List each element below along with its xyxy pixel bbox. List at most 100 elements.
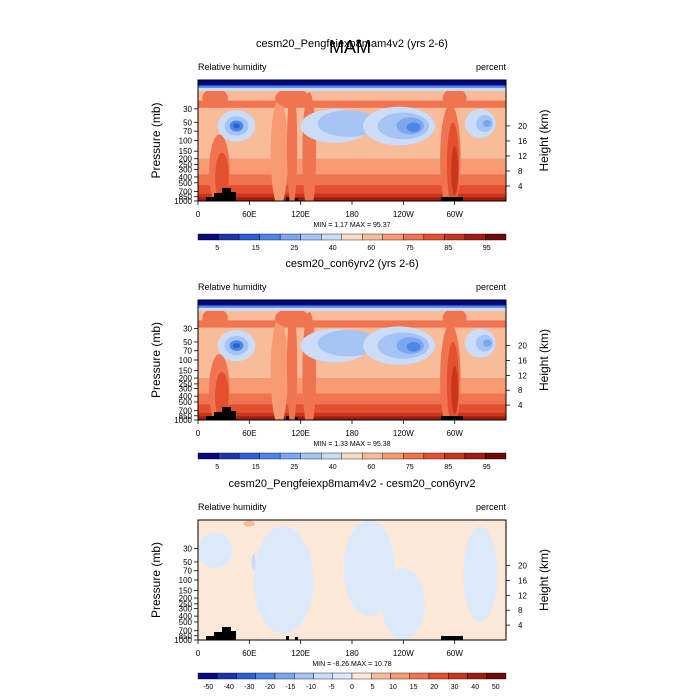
colorbar-label: -5 [328,684,334,691]
colorbar-swatch [279,452,301,460]
y-axis-title: Pressure (mb) [149,322,163,398]
y-tick-label: 500 [179,398,193,407]
colorbar-label: -10 [306,684,316,691]
y-tick-label: 50 [183,338,192,347]
topography [286,416,289,420]
y-tick-label: 150 [179,587,193,596]
field-label: Relative humidity [198,282,267,292]
y-tick-label: 50 [183,558,192,567]
x-tick-label: 180 [345,429,359,438]
y-tick-label: 500 [179,618,193,627]
y-tick-label: 700 [179,627,193,636]
colorbar-swatch [444,452,466,460]
stratosphere-band [198,302,506,306]
min-max-stats: MIN = -8.26 MAX = 10.78 [312,661,391,668]
colorbar-swatch [403,452,425,460]
colorbar-label: 60 [367,245,375,252]
colorbar-swatch [362,452,383,460]
y-right-tick-label: 4 [518,401,523,410]
figure-title: MAM [329,37,371,57]
x-tick-label: 60E [242,210,256,219]
y-tick-label: 500 [179,179,193,188]
upper-moist-band [198,100,506,108]
y-tick-label: 850 [179,193,193,202]
units-label: percent [476,502,507,512]
colorbar-label: 10 [389,684,397,691]
y-tick-label: 1000 [174,636,192,645]
y-right-tick-label: 8 [518,386,523,395]
colorbar-swatch [423,233,445,241]
colorbar-label: 5 [371,684,375,691]
field-label: Relative humidity [198,62,267,72]
colorbar-swatch [332,672,353,680]
x-tick-label: 120E [291,429,310,438]
topography [206,627,236,640]
colorbar-swatch [259,452,281,460]
panel-title: cesm20_Pengfeiexp8mam4v2 (yrs 2-6) [256,38,448,50]
colorbar-swatch [362,233,383,241]
y-tick-label: 700 [179,407,193,416]
colorbar-swatch [279,233,301,241]
y-axis-title: Pressure (mb) [149,542,163,618]
colorbar-swatch [300,233,322,241]
colorbar-label: 40 [329,245,337,252]
y-tick-label: 100 [179,356,193,365]
moist-layer [198,416,506,420]
y-tick-label: 1000 [174,416,192,425]
negative-anomaly [198,532,233,568]
moist-cell [275,88,310,108]
stratosphere-band [198,82,506,86]
colorbar-label: 0 [350,684,354,691]
topography [286,197,289,201]
colorbar-swatch [300,452,322,460]
y-tick-label: 300 [179,605,193,614]
colorbar-swatch [423,452,445,460]
y-tick-label: 250 [179,600,193,609]
topography [286,636,289,640]
y-tick-label: 300 [179,165,193,174]
chart-panel-2: cesm20_con6yrv2 (yrs 2-6) Relative humidi… [149,258,551,471]
moist-cell [451,146,459,195]
y-tick-label: 200 [179,594,193,603]
colorbar-swatch [321,452,342,460]
colorbar-label: 40 [471,684,479,691]
x-tick-label: 0 [196,210,201,219]
x-tick-label: 60E [242,649,256,658]
dry-cell [482,119,492,128]
field-contours [198,300,506,420]
colorbar-label: 15 [252,464,260,471]
colorbar-label: 30 [451,684,459,691]
colorbar-label: 50 [492,684,500,691]
x-tick-label: 120W [393,649,414,658]
y-tick-label: 1000 [174,197,192,206]
y-tick-label: 50 [183,118,192,127]
moist-cell [302,312,317,420]
x-tick-label: 60E [242,429,256,438]
colorbar-label: -20 [265,684,275,691]
y-tick-label: 150 [179,367,193,376]
topography [206,407,236,420]
colorbar-label: 15 [252,245,260,252]
colorbar-swatch [341,452,363,460]
y-right-tick-label: 8 [518,606,523,615]
stratosphere-band [198,80,506,84]
dry-cell [406,122,421,133]
topography [295,417,298,420]
colorbar-swatch [486,672,507,680]
x-tick-label: 0 [196,429,201,438]
colorbar-label: 75 [406,464,414,471]
colorbar-swatch [448,672,468,680]
y-right-tick-label: 12 [518,591,527,600]
colorbar-swatch [294,672,314,680]
moist-cell [275,308,310,328]
colorbar-label: 15 [410,684,418,691]
negative-anomaly [251,554,256,570]
colorbar-swatch [259,233,281,241]
moist-cell [270,318,288,420]
y-tick-label: 70 [183,347,192,356]
field-contours [198,80,506,201]
y-tick-label: 300 [179,385,193,394]
colorbar-swatch [321,233,342,241]
y-tick-label: 100 [179,576,193,585]
colorbar-label: 20 [430,684,438,691]
